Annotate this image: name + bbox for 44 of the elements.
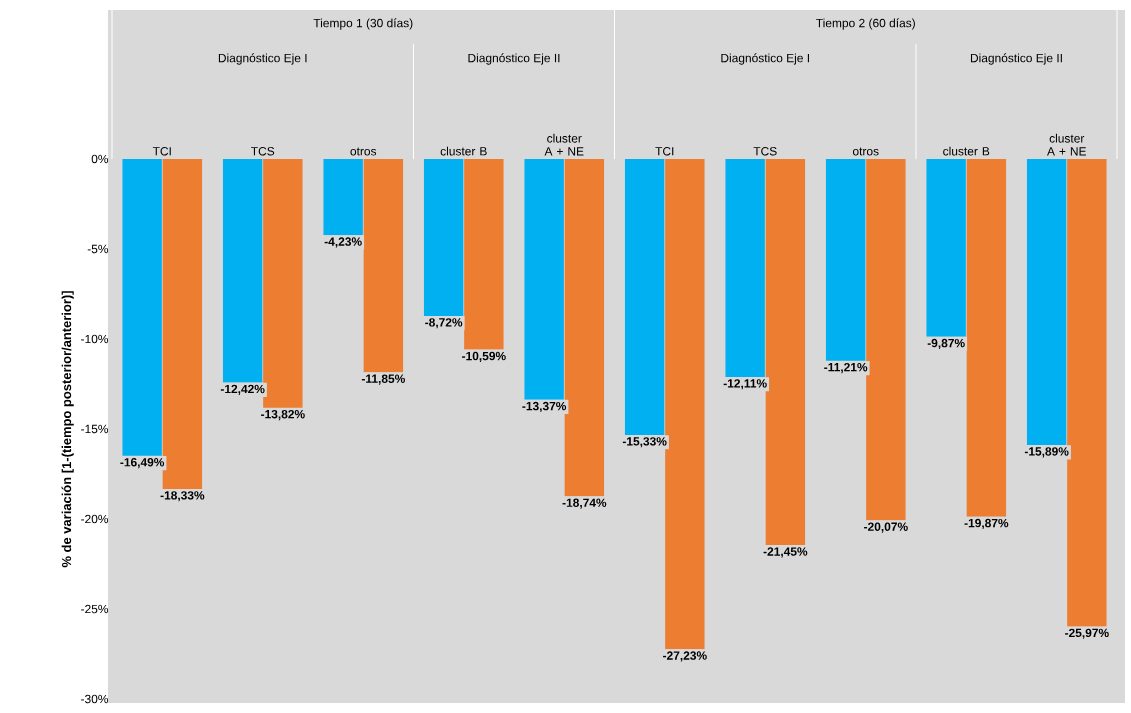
x-tick-label: cluster B <box>943 146 990 156</box>
text: Diagnóstico Eje I <box>721 53 809 65</box>
y-tick-label: -5% <box>87 244 109 254</box>
x-tick-label: otros <box>852 147 879 156</box>
data-label: -13,37% <box>522 401 567 413</box>
x-tick-label: TCS <box>251 147 275 156</box>
x-tick-label: cluster A + NE <box>544 133 584 156</box>
data-label: -27,23% <box>663 651 707 662</box>
data-label: -15,33% <box>622 437 667 448</box>
data-label: -15,89% <box>1024 447 1069 458</box>
y-tick-label: -10% <box>81 334 109 344</box>
y-tick-label: -30% <box>81 694 109 704</box>
text: Diagnóstico Eje I <box>218 53 307 65</box>
data-label: -20,07% <box>864 522 908 533</box>
data-label: -10,59% <box>462 351 506 362</box>
data-label: -8,72% <box>425 318 463 329</box>
y-tick-label: -25% <box>81 604 109 614</box>
data-label: -13,82% <box>261 409 305 421</box>
data-label: -12,42% <box>220 384 265 395</box>
x-tick-label: TCI <box>655 147 674 156</box>
data-label: -19,87% <box>964 518 1009 530</box>
y-axis-title: % de variación [1-(tiempo posterior/anterior)] <box>61 291 74 568</box>
x-tick-label: TCI <box>152 147 171 156</box>
data-label: -21,45% <box>763 547 808 558</box>
x-tick-label: TCS <box>753 147 777 156</box>
y-tick-label: -15% <box>81 424 109 434</box>
data-label: -18,33% <box>160 491 205 502</box>
data-label: -18,74% <box>562 498 607 509</box>
x-tick-label: cluster B <box>440 146 487 156</box>
text: Diagnóstico Eje II <box>970 53 1062 65</box>
data-label: -11,21% <box>824 362 868 374</box>
data-label: -4,23% <box>324 237 362 248</box>
text: Tiempo 2 (60 días) <box>816 18 915 30</box>
y-tick-label: 0% <box>91 154 109 164</box>
data-label: -16,49% <box>120 458 165 469</box>
text: Diagnóstico Eje II <box>468 53 560 65</box>
data-label: -11,85% <box>361 374 405 385</box>
x-tick-label: cluster A + NE <box>1047 133 1086 156</box>
text: Tiempo 1 (30 días) <box>313 18 413 30</box>
data-label: -12,11% <box>723 379 767 390</box>
data-label: -9,87% <box>927 338 965 350</box>
data-label: -25,97% <box>1065 628 1109 639</box>
y-tick-label: -20% <box>81 514 109 524</box>
x-tick-label: otros <box>350 147 377 156</box>
